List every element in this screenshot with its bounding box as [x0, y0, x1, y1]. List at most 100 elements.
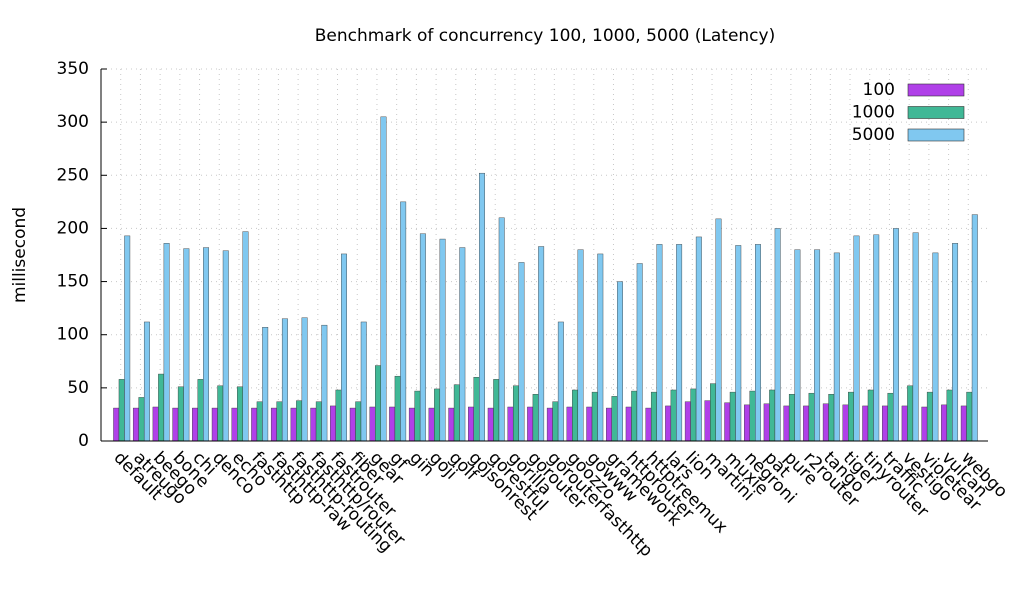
bar: [546, 407, 553, 442]
bar: [881, 405, 888, 442]
bar: [276, 401, 283, 442]
bar: [606, 407, 612, 442]
bar: [124, 235, 131, 442]
bar: [867, 389, 874, 442]
bar: [966, 391, 973, 442]
bar: [597, 253, 604, 442]
bar: [375, 365, 381, 442]
bar: [901, 405, 908, 442]
bar: [118, 379, 125, 442]
bar: [873, 234, 880, 442]
bar: [941, 404, 948, 442]
bar: [163, 243, 170, 442]
bar: [842, 404, 849, 442]
bar: [211, 407, 218, 442]
bar: [197, 379, 204, 442]
bar: [631, 390, 638, 442]
y-tick-label: 200: [57, 218, 89, 238]
bar: [769, 389, 776, 442]
bar: [132, 407, 139, 442]
bar: [822, 403, 829, 442]
bar: [290, 407, 297, 442]
bar: [774, 228, 781, 442]
bar: [617, 281, 623, 442]
bar: [192, 407, 199, 442]
bar: [704, 400, 711, 442]
bar: [448, 407, 455, 442]
bar: [453, 384, 460, 442]
bar: [439, 238, 446, 442]
bar: [887, 392, 894, 442]
bar: [577, 249, 584, 442]
bar: [281, 318, 288, 442]
bar: [848, 391, 854, 442]
bar: [912, 232, 919, 442]
bar: [729, 391, 736, 442]
bar: [428, 407, 435, 442]
bar: [270, 407, 277, 442]
bar: [242, 231, 249, 442]
bar: [222, 250, 229, 442]
bar: [349, 407, 356, 442]
bar: [360, 321, 367, 442]
bar: [690, 388, 697, 442]
bar: [152, 406, 159, 442]
bar: [315, 401, 322, 442]
bar: [670, 389, 677, 442]
legend-swatch: [907, 128, 965, 142]
bar: [296, 400, 303, 442]
bar: [330, 405, 336, 442]
bar: [814, 249, 821, 442]
bar: [907, 385, 914, 442]
bar: [749, 390, 756, 442]
bar: [434, 388, 441, 442]
y-tick-label: 300: [57, 112, 89, 132]
bar: [256, 401, 263, 442]
bar: [321, 324, 328, 442]
legend-swatch: [907, 83, 965, 97]
bar: [518, 262, 525, 442]
bar: [177, 386, 184, 442]
bar: [394, 375, 401, 442]
bar: [862, 405, 869, 442]
bar: [833, 252, 840, 442]
bar: [952, 243, 959, 442]
y-tick-label: 250: [57, 165, 89, 185]
bar: [926, 391, 933, 442]
bar: [803, 405, 810, 442]
bar: [892, 228, 899, 442]
bar: [552, 401, 559, 442]
bar: [335, 389, 342, 442]
bar: [853, 235, 860, 442]
bar: [459, 247, 466, 442]
bar: [921, 406, 928, 442]
bar: [946, 389, 953, 442]
bar: [158, 373, 165, 442]
bar: [400, 201, 407, 442]
bar: [512, 385, 519, 442]
bar: [113, 407, 120, 442]
bar: [231, 407, 238, 442]
bar: [586, 406, 593, 442]
bar: [479, 172, 485, 442]
bar: [676, 244, 683, 442]
bar: [611, 396, 618, 442]
bar: [408, 407, 415, 442]
bar: [251, 407, 258, 442]
bar: [755, 244, 761, 442]
bar: [572, 389, 579, 442]
bar: [735, 245, 742, 442]
bar: [808, 392, 815, 442]
bar: [636, 263, 643, 442]
bar: [203, 247, 210, 442]
bar: [369, 406, 376, 442]
bar: [414, 390, 421, 442]
bar: [217, 385, 224, 442]
bar: [355, 401, 362, 442]
bar: [557, 321, 564, 442]
legend-label: 5000: [852, 125, 895, 145]
bar: [794, 249, 801, 442]
y-tick-label: 50: [67, 378, 89, 398]
bar: [380, 116, 387, 442]
